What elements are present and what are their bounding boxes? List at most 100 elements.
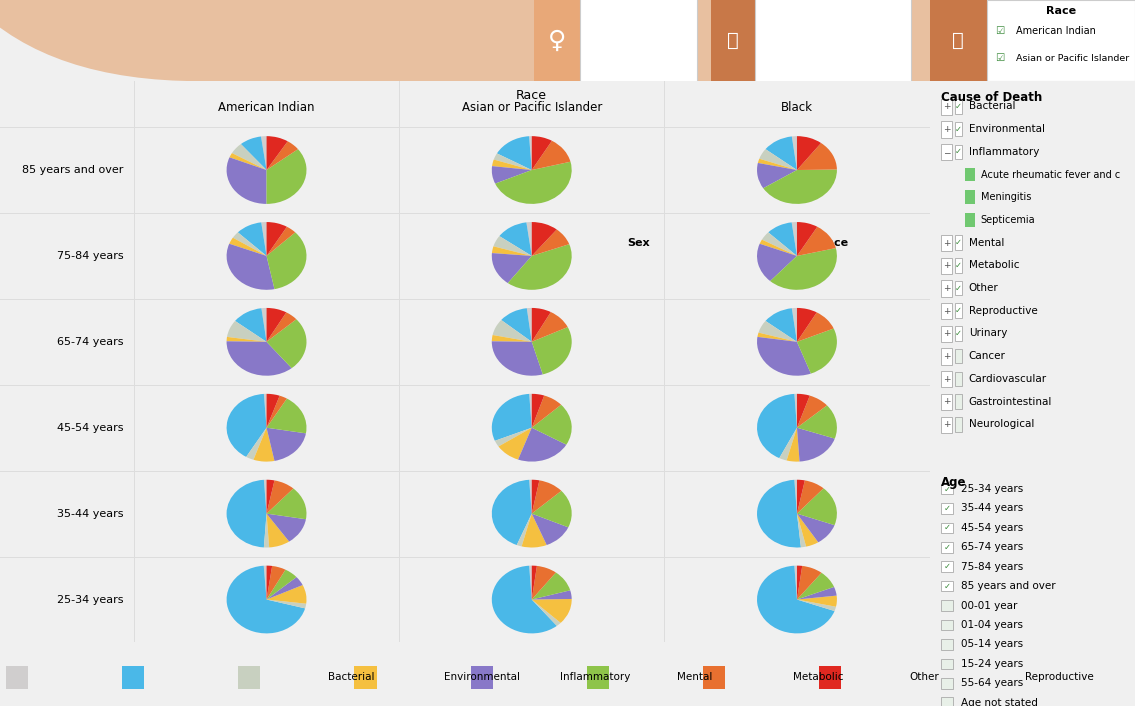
Text: +: +: [943, 261, 950, 270]
Bar: [941, 280, 952, 297]
Wedge shape: [792, 308, 797, 342]
Text: +: +: [943, 397, 950, 407]
Wedge shape: [267, 566, 286, 599]
Text: Inflammatory: Inflammatory: [969, 147, 1040, 157]
Text: Cardiovascular: Cardiovascular: [969, 374, 1046, 384]
Text: ✓: ✓: [943, 562, 950, 571]
Bar: [955, 371, 962, 386]
Wedge shape: [531, 405, 572, 445]
Bar: [941, 639, 953, 650]
Text: 00-01 year: 00-01 year: [960, 601, 1017, 611]
Wedge shape: [768, 222, 797, 256]
Text: Inflammatory: Inflammatory: [561, 672, 631, 683]
FancyBboxPatch shape: [987, 0, 1135, 81]
Wedge shape: [757, 566, 834, 633]
Text: 25-34 years: 25-34 years: [57, 594, 124, 604]
Text: Asian or Pacific Islander: Asian or Pacific Islander: [462, 101, 602, 114]
Bar: [955, 304, 962, 318]
Text: Metabolic: Metabolic: [969, 261, 1019, 270]
Wedge shape: [759, 149, 797, 170]
Text: 👥: 👥: [728, 31, 739, 50]
Wedge shape: [797, 566, 822, 599]
Wedge shape: [757, 394, 797, 458]
Bar: [941, 99, 952, 115]
Text: ✓: ✓: [955, 329, 962, 338]
Text: Race: Race: [818, 238, 848, 248]
Bar: [955, 417, 962, 431]
Text: +: +: [943, 375, 950, 384]
Text: ✓: ✓: [943, 484, 950, 493]
Wedge shape: [267, 577, 303, 599]
Text: 25-34 years: 25-34 years: [960, 484, 1023, 494]
Text: ✓: ✓: [955, 125, 962, 133]
Wedge shape: [529, 394, 531, 428]
Wedge shape: [235, 309, 267, 342]
Text: 85 years and over: 85 years and over: [22, 165, 124, 175]
Text: 45-54 years: 45-54 years: [960, 523, 1023, 533]
Wedge shape: [263, 514, 269, 548]
Wedge shape: [491, 341, 543, 376]
Wedge shape: [227, 337, 267, 342]
Text: +: +: [943, 239, 950, 248]
Text: Environmental: Environmental: [444, 672, 520, 683]
Text: Gastrointestinal: Gastrointestinal: [969, 397, 1052, 407]
Wedge shape: [531, 480, 562, 514]
Wedge shape: [797, 405, 836, 438]
Wedge shape: [491, 166, 531, 184]
Wedge shape: [797, 480, 805, 514]
Wedge shape: [797, 428, 834, 462]
Text: 75-84 years: 75-84 years: [960, 562, 1023, 572]
Wedge shape: [491, 335, 531, 342]
Bar: [941, 659, 953, 669]
Wedge shape: [797, 489, 836, 525]
Wedge shape: [797, 599, 836, 611]
Bar: [6, 666, 28, 688]
Wedge shape: [797, 312, 834, 342]
Wedge shape: [493, 320, 531, 342]
Wedge shape: [797, 394, 809, 428]
Text: 45-54 years: 45-54 years: [57, 423, 124, 433]
Bar: [955, 326, 962, 341]
Wedge shape: [797, 596, 836, 606]
Bar: [941, 144, 952, 160]
Wedge shape: [797, 222, 817, 256]
Wedge shape: [531, 566, 537, 599]
Bar: [941, 121, 952, 138]
Wedge shape: [758, 159, 797, 170]
Text: Other: Other: [969, 283, 999, 293]
Wedge shape: [227, 341, 292, 376]
Wedge shape: [757, 244, 797, 281]
Bar: [819, 666, 841, 688]
Bar: [955, 122, 962, 136]
Wedge shape: [267, 514, 289, 547]
Wedge shape: [797, 143, 836, 170]
Text: +: +: [943, 420, 950, 429]
Text: Bacterial: Bacterial: [969, 102, 1015, 112]
Bar: [941, 620, 953, 630]
Text: +: +: [943, 306, 950, 316]
Wedge shape: [791, 222, 797, 256]
Wedge shape: [495, 428, 531, 446]
Wedge shape: [267, 227, 295, 256]
Text: Asian or Pacific Islander: Asian or Pacific Islander: [1016, 54, 1129, 63]
Text: ✓: ✓: [943, 523, 950, 532]
Bar: [941, 600, 953, 611]
Wedge shape: [261, 222, 267, 256]
Text: ✓: ✓: [943, 504, 950, 513]
Bar: [941, 542, 953, 553]
Bar: [955, 145, 962, 159]
Wedge shape: [759, 239, 797, 256]
Bar: [955, 281, 962, 295]
Wedge shape: [797, 514, 806, 547]
Text: Meningitis: Meningitis: [981, 192, 1031, 203]
Wedge shape: [267, 141, 299, 170]
Wedge shape: [491, 253, 531, 283]
Bar: [955, 235, 962, 250]
Bar: [941, 258, 952, 274]
Text: 85 years and over: 85 years and over: [960, 581, 1056, 591]
Text: Septicemia: Septicemia: [981, 215, 1035, 225]
Wedge shape: [267, 428, 306, 461]
Text: 35-44 years: 35-44 years: [960, 503, 1023, 513]
Wedge shape: [757, 337, 810, 376]
Text: Sex: Sex: [628, 238, 650, 248]
